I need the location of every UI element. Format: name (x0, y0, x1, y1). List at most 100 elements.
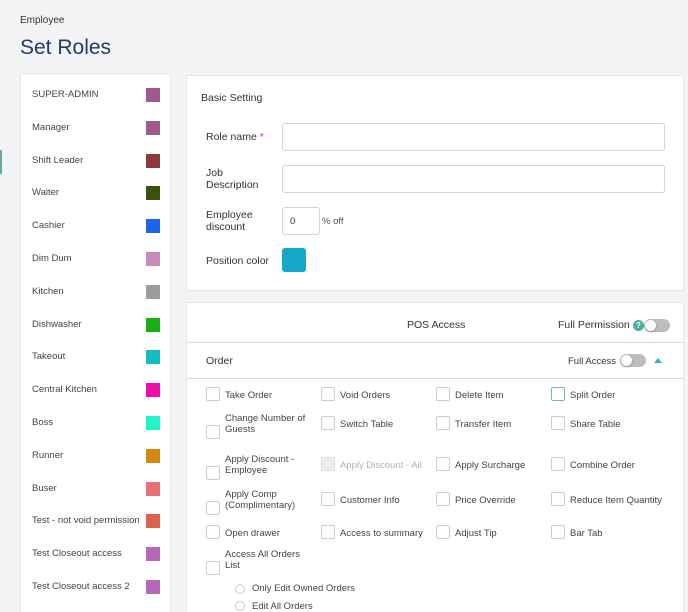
role-item[interactable]: Waiter (21, 178, 172, 211)
checkbox[interactable] (551, 387, 565, 401)
role-item[interactable]: Buser (21, 474, 172, 507)
checkbox[interactable] (206, 501, 220, 515)
role-item[interactable]: Kitchen (21, 277, 172, 310)
role-label: Test - not void permission (32, 515, 140, 527)
permission-label: Switch Table (340, 419, 393, 430)
checkbox[interactable] (436, 416, 450, 430)
permission-label-line1: Switch Table (340, 419, 394, 430)
role-color-swatch (146, 448, 160, 463)
collapse-caret-icon[interactable] (654, 358, 662, 363)
edit-all-orders-label: Edit All Orders (252, 601, 313, 612)
role-color-swatch (146, 350, 160, 365)
role-color-swatch (146, 481, 160, 496)
checkbox[interactable] (321, 387, 335, 401)
role-item[interactable]: Dishwasher (21, 310, 172, 343)
checkbox[interactable] (206, 561, 220, 575)
permission-label-line2: Employee (225, 465, 268, 476)
role-color-swatch (146, 88, 160, 102)
role-item[interactable]: Runner (21, 441, 172, 474)
permission-label-line2: (Complimentary) (225, 500, 296, 511)
role-name-input[interactable] (282, 123, 665, 151)
checkbox[interactable] (436, 457, 450, 471)
role-item[interactable]: Manager (21, 113, 172, 146)
role-item[interactable]: Boss (21, 408, 172, 441)
only-edit-owned-orders-label: Only Edit Owned Orders (252, 583, 355, 594)
permission-label-line1: Apply Surcharge (455, 460, 526, 471)
permission-label-line1: Share Table (570, 419, 621, 430)
checkbox[interactable] (551, 492, 565, 506)
role-color-swatch (146, 120, 160, 135)
basic-setting-title: Basic Setting (201, 92, 263, 104)
role-label: Kitchen (32, 285, 64, 297)
employee-discount-label-line1: Employee (206, 209, 253, 221)
role-item[interactable]: Central Kitchen (21, 375, 172, 408)
role-color-swatch (146, 153, 160, 168)
permission-label: Apply Surcharge (455, 460, 525, 471)
permission-label-line1: Delete Item (455, 390, 504, 401)
checkbox[interactable] (436, 492, 450, 506)
role-color-swatch (146, 186, 160, 201)
help-icon[interactable]: ? (633, 320, 644, 331)
pos-access-title: POS Access (407, 319, 466, 331)
edit-all-orders-radio[interactable] (235, 601, 245, 611)
order-section-header: Order Full Access (187, 343, 685, 379)
checkbox[interactable] (206, 387, 220, 401)
checkbox[interactable] (321, 416, 335, 430)
role-label: Dishwasher (32, 318, 82, 330)
role-label: SUPER-ADMIN (32, 89, 99, 100)
permission-label-line1: Apply Comp (225, 489, 277, 500)
position-color-picker[interactable] (282, 248, 306, 272)
role-label: Buser (32, 482, 57, 494)
permission-label: Void Orders (340, 390, 390, 401)
checkbox[interactable] (206, 525, 220, 539)
checkbox[interactable] (321, 457, 335, 471)
required-mark: * (259, 131, 264, 143)
permission-label: Price Override (455, 495, 516, 506)
permission-label: Adjust Tip (455, 528, 497, 539)
checkbox[interactable] (436, 525, 450, 539)
checkbox[interactable] (206, 425, 220, 439)
order-section-title: Order (206, 355, 233, 367)
permission-label-line1: Change Number of (225, 413, 306, 424)
checkbox[interactable] (551, 416, 565, 430)
active-role-marker (0, 150, 2, 174)
role-label: Manager (32, 121, 70, 133)
checkbox[interactable] (321, 492, 335, 506)
permission-label: Delete Item (455, 390, 504, 401)
role-color-swatch (146, 219, 160, 234)
role-item[interactable]: Takeout (21, 342, 172, 375)
permission-label-line1: Transfer Item (455, 419, 512, 430)
full-permission-toggle[interactable] (644, 319, 670, 332)
role-color-swatch (146, 383, 160, 398)
role-label: Dim Dum (32, 253, 72, 264)
job-description-label-line1: Job (206, 167, 223, 179)
checkbox[interactable] (551, 525, 565, 539)
role-label: Boss (32, 417, 54, 428)
employee-discount-input[interactable] (282, 207, 320, 235)
only-edit-owned-orders-radio[interactable] (235, 584, 245, 594)
role-label: Takeout (32, 351, 66, 363)
checkbox[interactable] (551, 457, 565, 471)
page-title: Set Roles (20, 36, 112, 59)
role-item[interactable]: Test Closeout access 2 (21, 572, 172, 605)
breadcrumb[interactable]: Employee (20, 15, 65, 26)
full-access-toggle[interactable] (620, 354, 646, 367)
role-item[interactable]: Test Closeout access (21, 539, 172, 572)
job-description-input[interactable] (282, 165, 665, 193)
role-label: Cashier (32, 220, 65, 232)
permission-label: Share Table (570, 419, 621, 430)
basic-setting-panel: Basic Setting Role name * Job Description… (186, 75, 684, 291)
checkbox[interactable] (321, 525, 335, 539)
checkbox[interactable] (206, 466, 220, 480)
role-label: Central Kitchen (32, 384, 97, 396)
role-item[interactable]: Shift Leader (21, 146, 172, 179)
permission-label-line1: Adjust Tip (455, 528, 497, 539)
role-item[interactable]: SUPER-ADMIN (21, 80, 172, 113)
role-item[interactable]: Cashier (21, 211, 172, 244)
role-color-swatch (146, 317, 160, 332)
permission-label: Open drawer (225, 528, 280, 539)
role-label: Test Closeout access 2 (32, 581, 130, 592)
checkbox[interactable] (436, 387, 450, 401)
role-item[interactable]: Dim Dum (21, 244, 172, 277)
role-item[interactable]: Test - not void permission (21, 506, 172, 539)
